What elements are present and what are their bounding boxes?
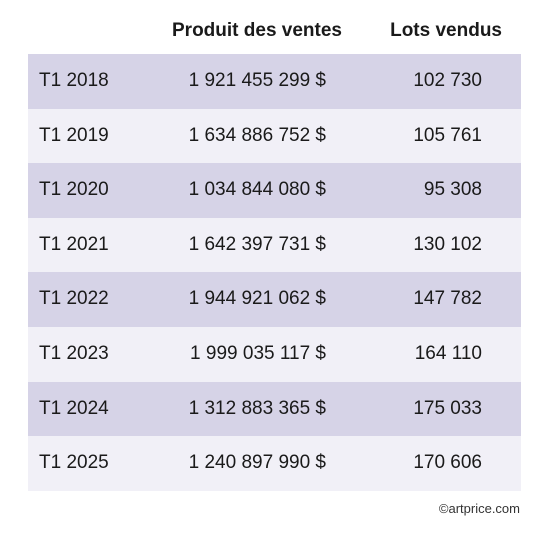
- period-cell: T1 2023: [39, 342, 109, 364]
- table-row: T1 2020 1 034 844 080 $ 95 308: [28, 163, 521, 218]
- table-row: T1 2023 1 999 035 117 $ 164 110: [28, 326, 521, 382]
- lots-cell: 130 102: [413, 233, 482, 255]
- table-row: T1 2021 1 642 397 731 $ 130 102: [28, 217, 521, 273]
- period-cell: T1 2024: [39, 397, 109, 419]
- sales-cell: 1 240 897 990 $: [188, 452, 326, 474]
- table-row: T1 2018 1 921 455 299 $ 102 730: [28, 54, 521, 109]
- table-row: T1 2022 1 944 921 062 $ 147 782: [28, 272, 521, 327]
- lots-cell: 175 033: [413, 397, 482, 419]
- sales-cell: 1 921 455 299 $: [188, 70, 326, 91]
- sales-cell: 1 944 921 062 $: [188, 288, 326, 310]
- period-cell: T1 2018: [39, 70, 109, 91]
- period-cell: T1 2022: [39, 288, 109, 310]
- lots-cell: 95 308: [423, 179, 482, 201]
- source-credit: ©artprice.com: [438, 501, 520, 516]
- sales-cell: 1 312 883 365 $: [188, 397, 326, 419]
- data-table: T1 2018 1 921 455 299 $ 102 730 T1 2019 1 63…: [28, 54, 521, 491]
- table-header: Produit des ventes Lots vendus: [0, 18, 550, 44]
- sales-cell: 1 642 397 731 $: [188, 233, 326, 255]
- period-cell: T1 2025: [39, 452, 109, 474]
- lots-cell: 105 761: [413, 124, 482, 146]
- sales-cell: 1 999 035 117 $: [190, 342, 326, 364]
- lots-cell: 170 606: [413, 452, 482, 474]
- period-cell: T1 2020: [39, 179, 109, 201]
- sales-cell: 1 034 844 080 $: [188, 179, 326, 201]
- sales-cell: 1 634 886 752 $: [188, 124, 326, 146]
- column-header-lots: Lots vendus: [390, 20, 502, 41]
- period-cell: T1 2021: [39, 233, 109, 255]
- lots-cell: 164 110: [414, 342, 482, 364]
- table-row: T1 2019 1 634 886 752 $ 105 761: [28, 108, 521, 164]
- column-header-sales: Produit des ventes: [172, 20, 342, 41]
- lots-cell: 147 782: [413, 288, 482, 310]
- period-cell: T1 2019: [39, 124, 109, 146]
- table-row: T1 2024 1 312 883 365 $ 175 033: [28, 381, 521, 437]
- lots-cell: 102 730: [413, 70, 482, 91]
- table-row: T1 2025 1 240 897 990 $ 170 606: [28, 436, 521, 491]
